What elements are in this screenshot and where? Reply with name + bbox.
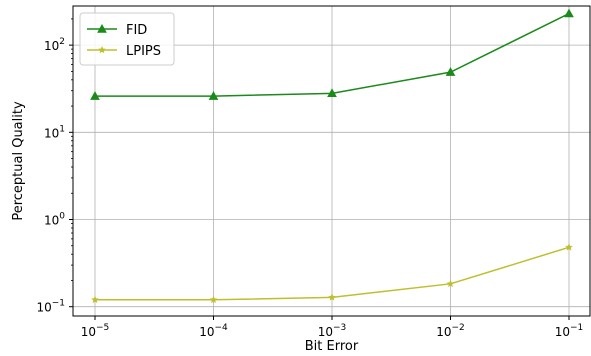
data-point-fid: [445, 67, 456, 76]
data-point-fid: [90, 91, 100, 100]
x-axis-label: Bit Error: [305, 339, 359, 354]
legend-label: LPIPS: [126, 44, 161, 59]
y-tick-label: 100: [44, 212, 65, 228]
data-point-fid: [564, 8, 574, 18]
data-point-lpips: [209, 295, 218, 304]
data-point-lpips: [565, 243, 573, 251]
legend-swatch-marker: [98, 45, 106, 54]
x-tick-label: 10−1: [555, 323, 584, 339]
y-axis-label: Perceptual Quality: [11, 101, 26, 221]
data-point-lpips: [328, 293, 336, 301]
series-fid: [90, 8, 574, 100]
x-tick-label: 10−2: [436, 323, 465, 339]
legend-swatch-marker: [97, 23, 107, 33]
series-layer: [90, 8, 574, 304]
legend-label: FID: [126, 23, 147, 38]
x-tick-label: 10−4: [199, 323, 228, 339]
data-point-fid: [327, 88, 337, 98]
y-tick-label: 101: [44, 124, 65, 140]
axis-ticks: 10−5 10−4 10−3 10−2 10−1 10−1 100 101 102: [36, 18, 584, 339]
y-tick-label: 102: [44, 37, 65, 53]
y-tick-label: 10−1: [36, 299, 65, 315]
x-tick-label: 10−3: [318, 323, 347, 339]
data-point-lpips: [446, 279, 455, 288]
series-lpips: [91, 243, 573, 304]
x-tick-label: 10−5: [81, 323, 110, 339]
data-point-lpips: [91, 295, 99, 304]
data-point-fid: [208, 91, 219, 100]
legend: FID LPIPS: [79, 12, 175, 66]
